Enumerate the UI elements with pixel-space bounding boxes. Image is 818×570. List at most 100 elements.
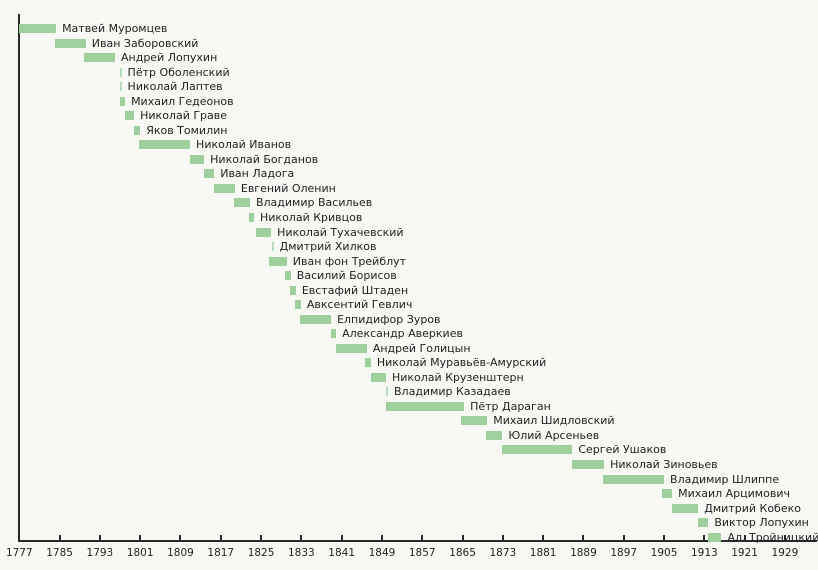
person-label: Авксентий Гевлич [306, 298, 413, 312]
person-bar [120, 67, 122, 77]
person-bar [603, 474, 665, 484]
person-label: Николай Кривцов [260, 210, 363, 224]
axis-tick [542, 535, 545, 540]
axis-tick [582, 535, 585, 540]
axis-tick [421, 535, 424, 540]
person-bar [124, 111, 135, 121]
axis-tick [743, 535, 746, 540]
person-label: Сергей Ушаков [578, 443, 667, 457]
person-label: Владимир Казадаев [394, 385, 511, 399]
person-label: Николай Муравьёв-Амурский [376, 356, 547, 370]
person-bar [371, 372, 386, 382]
person-label: Михаил Гедеонов [131, 94, 234, 108]
person-label: Александр Аверкиев [342, 327, 463, 341]
axis-tick-label: 1793 [86, 547, 114, 559]
person-label: Николай Тухачевский [277, 225, 404, 239]
person-label: Матвей Муромцев [62, 22, 168, 36]
person-bar [133, 125, 141, 135]
person-label: Евстафий Штаден [301, 283, 409, 297]
axis-tick-label: 1897 [610, 547, 638, 559]
person-label: Андрей Лопухин [121, 51, 218, 65]
axis-tick [179, 535, 182, 540]
x-axis-line [18, 540, 817, 542]
person-bar [55, 38, 86, 48]
person-label: Пётр Оболенский [127, 65, 230, 79]
axis-tick [703, 535, 706, 540]
person-label: Евгений Оленин [240, 181, 336, 195]
person-label: Владимир Шлиппе [670, 472, 780, 486]
person-bar [204, 169, 215, 179]
person-label: Юлий Арсеньев [508, 428, 600, 442]
person-bar [486, 430, 503, 440]
axis-tick-label: 1777 [5, 547, 33, 559]
person-bar [300, 314, 332, 324]
axis-tick-label: 1801 [126, 547, 154, 559]
axis-tick-label: 1889 [570, 547, 597, 559]
person-bar [256, 227, 272, 237]
person-label: Михаил Шидловский [493, 414, 615, 428]
person-label: Яков Томилин [146, 123, 228, 137]
axis-tick-label: 1817 [207, 547, 235, 559]
person-bar [19, 24, 57, 34]
axis-tick [663, 535, 666, 540]
axis-tick-label: 1865 [449, 547, 476, 559]
axis-tick [219, 535, 222, 540]
axis-tick [58, 535, 61, 540]
person-bar [285, 271, 291, 281]
person-bar [386, 401, 465, 411]
person-bar [272, 242, 274, 252]
person-label: Николай Зиновьев [610, 458, 718, 471]
axis-tick [783, 535, 786, 540]
person-label: Николай Граве [140, 109, 228, 123]
y-axis-line [18, 14, 21, 542]
person-label: Виктор Лопухин [714, 516, 809, 530]
person-bar [234, 198, 250, 208]
person-bar [672, 503, 699, 513]
person-bar [84, 53, 115, 63]
person-bar [662, 489, 673, 499]
person-label: Николай Лаптев [127, 80, 223, 94]
axis-tick-label: 1825 [247, 547, 275, 559]
person-bar [572, 460, 605, 469]
axis-tick-label: 1833 [287, 547, 315, 559]
axis-tick [380, 535, 383, 540]
axis-tick [98, 535, 101, 540]
axis-tick-label: 1913 [690, 547, 718, 559]
axis-tick-label: 1929 [771, 547, 799, 559]
axis-tick-label: 1785 [46, 547, 73, 559]
person-bar [295, 300, 301, 310]
axis-tick [622, 535, 625, 540]
person-bar [138, 140, 191, 150]
axis-tick-label: 1809 [167, 547, 194, 559]
person-label: Елпидифор Зуров [337, 312, 441, 326]
person-bar [461, 416, 488, 426]
axis-tick-label: 1905 [650, 547, 678, 559]
person-label: Николай Крузенштерн [391, 370, 524, 384]
person-label: Дмитрий Хилков [279, 240, 377, 254]
person-label: Иван Заборовский [91, 36, 199, 50]
person-label: Михаил Арцимович [678, 487, 790, 501]
person-label: Николай Богданов [210, 152, 319, 166]
person-bar [386, 387, 388, 397]
person-label: Владимир Васильев [255, 196, 373, 210]
person-label: Николай Иванов [196, 138, 292, 152]
person-label: Андрей Голицын [372, 341, 471, 355]
person-label: Ал. Тройницкий [727, 530, 818, 544]
person-label: Иван фон Трейблут [292, 254, 407, 268]
person-bar [336, 343, 367, 353]
axis-tick-label: 1881 [529, 547, 557, 559]
person-bar [214, 183, 235, 193]
person-bar [502, 445, 573, 455]
axis-tick-label: 1849 [368, 547, 396, 559]
person-bar [189, 154, 205, 164]
person-bar [120, 82, 122, 92]
person-bar [365, 358, 371, 368]
person-label: Иван Ладога [220, 167, 295, 181]
axis-tick-label: 1921 [731, 547, 758, 559]
person-bar [708, 532, 722, 542]
person-label: Дмитрий Кобеко [704, 501, 801, 515]
person-bar [698, 518, 709, 528]
axis-tick-label: 1873 [489, 547, 517, 559]
person-bar [249, 212, 255, 222]
